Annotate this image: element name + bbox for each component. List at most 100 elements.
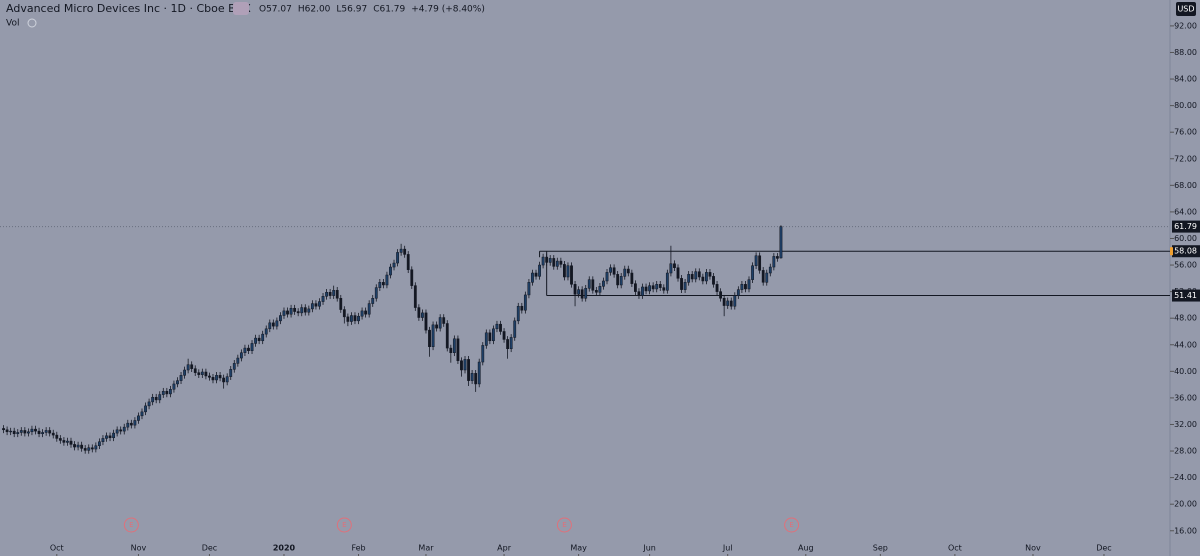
candle-body xyxy=(729,300,733,307)
candle-body xyxy=(151,396,155,403)
x-tick-label: Aug xyxy=(798,544,814,553)
y-tick-label: 60.00 xyxy=(1174,234,1197,243)
candle-body xyxy=(744,284,747,290)
candle-body xyxy=(126,422,130,428)
y-tick-label: 28.00 xyxy=(1174,447,1197,456)
candle-body xyxy=(229,369,233,377)
candle-body xyxy=(563,264,566,278)
candle-body xyxy=(41,432,45,435)
x-tick-label: Jun xyxy=(642,544,656,553)
x-tick-label: 2020 xyxy=(273,544,296,553)
candle-body xyxy=(254,337,257,344)
candle-body xyxy=(396,252,399,264)
candle-body xyxy=(598,286,602,293)
candle-body xyxy=(5,429,9,433)
y-tick-label: 64.00 xyxy=(1174,207,1197,216)
candle-body xyxy=(733,295,737,307)
candle-body xyxy=(133,420,137,426)
candle-body xyxy=(492,328,495,342)
candle-body xyxy=(708,272,712,277)
candle-body xyxy=(413,285,417,308)
visibility-icon[interactable] xyxy=(27,18,37,28)
candle-body xyxy=(172,383,176,390)
candle-body xyxy=(350,315,353,322)
candle-body xyxy=(463,359,467,371)
candle-body xyxy=(62,440,66,443)
earnings-label: E xyxy=(129,521,133,529)
candle-body xyxy=(527,282,531,296)
indicator-icon[interactable] xyxy=(233,2,249,15)
candle-body xyxy=(168,389,172,395)
candle-body xyxy=(48,430,52,434)
candle-body xyxy=(754,255,758,266)
candle-body xyxy=(218,375,222,379)
y-tick-label: 84.00 xyxy=(1174,75,1197,84)
candle-body xyxy=(552,258,556,267)
candle-body xyxy=(360,310,364,317)
y-tick-label: 88.00 xyxy=(1174,48,1197,57)
candle-body xyxy=(669,263,673,274)
candle-body xyxy=(200,371,204,375)
candle-body xyxy=(261,333,265,342)
x-tick-label: Oct xyxy=(948,544,962,553)
candle-body xyxy=(481,345,485,363)
candle-body xyxy=(367,303,371,315)
candle-body xyxy=(758,255,762,271)
candle-body xyxy=(658,284,662,288)
candle-body xyxy=(257,337,261,342)
candle-body xyxy=(626,268,630,274)
candle-body xyxy=(357,315,360,322)
candle-body xyxy=(594,290,598,293)
candle-body xyxy=(225,376,229,383)
candle-body xyxy=(470,373,474,381)
candle-body xyxy=(282,310,286,316)
last-price-label-box xyxy=(1172,220,1200,233)
candle-body xyxy=(673,263,676,268)
candle-body xyxy=(55,434,59,439)
candle-body xyxy=(371,298,375,304)
candle-body xyxy=(680,278,683,290)
candle-body xyxy=(399,248,403,253)
candle-body xyxy=(19,430,23,433)
candle-body xyxy=(58,438,62,441)
candle-body xyxy=(73,444,76,448)
candle-body xyxy=(410,269,414,286)
candle-body xyxy=(310,303,314,310)
candle-body xyxy=(609,267,612,273)
candle-body xyxy=(23,430,27,434)
candle-body xyxy=(513,320,517,338)
y-tick-label: 76.00 xyxy=(1174,128,1197,137)
candle-body xyxy=(651,285,655,290)
candle-body xyxy=(619,276,623,286)
candle-body xyxy=(715,284,719,292)
candle-body xyxy=(747,279,751,290)
earnings-label: E xyxy=(342,521,346,529)
candle-body xyxy=(236,357,240,364)
y-tick-label: 24.00 xyxy=(1174,473,1197,482)
candle-body xyxy=(137,415,140,421)
x-tick-label: May xyxy=(570,544,587,553)
x-tick-label: Dec xyxy=(1096,544,1111,553)
candle-body xyxy=(279,315,282,322)
candle-body xyxy=(186,364,190,371)
last-price-label: 61.79 xyxy=(1174,222,1197,231)
candle-body xyxy=(751,265,754,280)
candle-body xyxy=(740,284,744,290)
earnings-marker xyxy=(784,517,800,533)
level-label-marker xyxy=(1170,247,1173,256)
candle-body xyxy=(449,347,453,353)
earnings-label: E xyxy=(562,521,566,529)
ohlc-value: O57.07 xyxy=(259,5,292,15)
candle-body xyxy=(768,266,772,274)
volume-label: Vol xyxy=(6,19,19,29)
candle-body xyxy=(87,447,91,451)
candle-body xyxy=(9,430,13,433)
candle-body xyxy=(66,440,69,443)
candle-body xyxy=(772,256,776,268)
candle-body xyxy=(115,429,119,434)
candle-body xyxy=(325,292,328,297)
candle-body xyxy=(179,375,183,381)
candle-body xyxy=(467,359,470,381)
candle-body xyxy=(555,260,559,267)
candle-body xyxy=(275,320,279,327)
